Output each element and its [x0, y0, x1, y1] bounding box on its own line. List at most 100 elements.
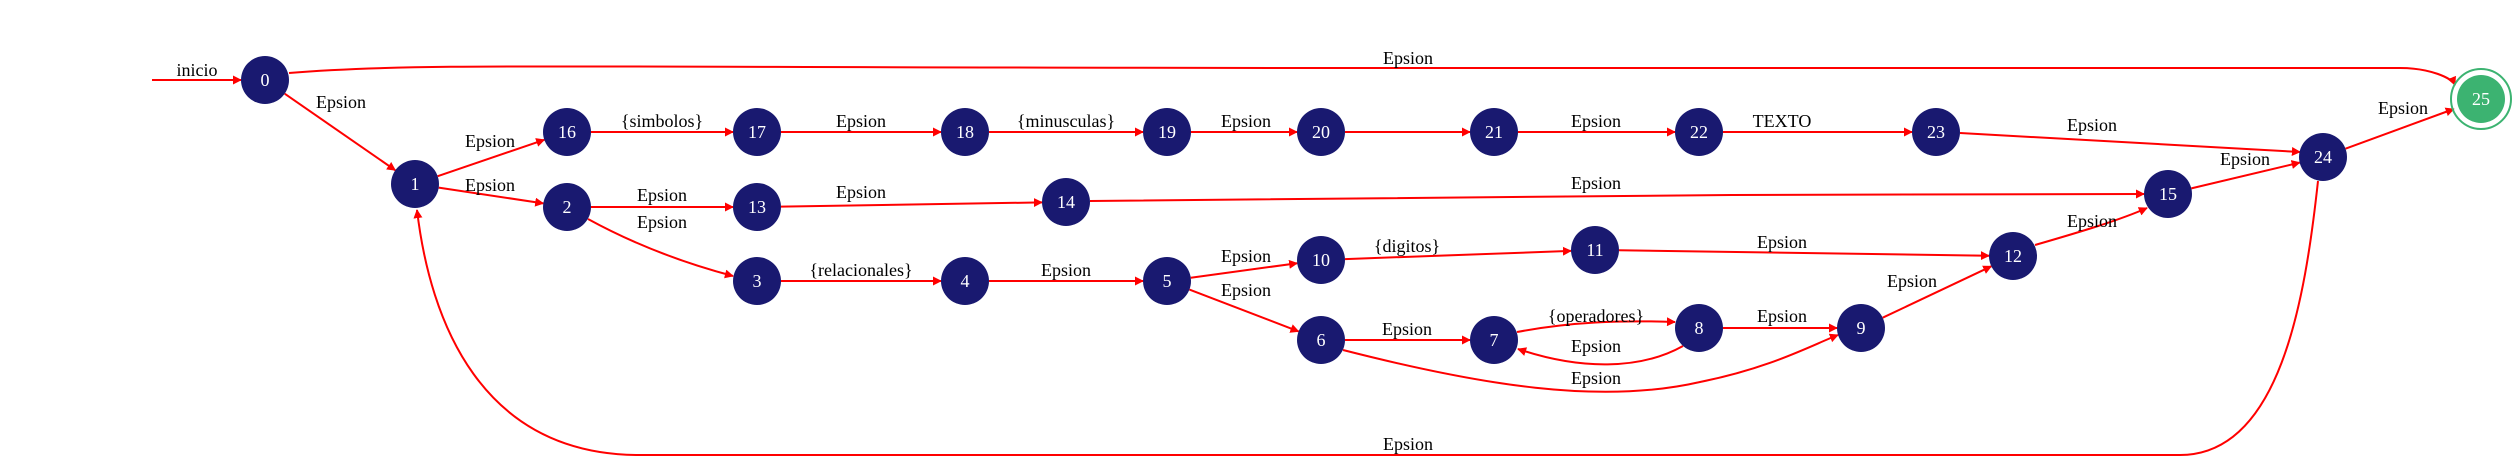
- edge-1-to-16: [437, 138, 546, 178]
- state-circle-3: [733, 257, 781, 305]
- state-circle-9: [1837, 304, 1885, 352]
- edge-label-21-to-22: Epsion: [1571, 111, 1621, 131]
- edge-label-13-to-14: Epsion: [836, 182, 886, 202]
- state-circle-6: [1297, 316, 1345, 364]
- state-label-2: 2: [563, 197, 572, 217]
- edge-label-0-to-25: Epsion: [1383, 48, 1433, 68]
- edge-8-to-7: [1517, 345, 1684, 366]
- state-label-3: 3: [753, 271, 762, 291]
- edge-label-15-to-24: Epsion: [2220, 149, 2270, 169]
- state-label-11: 11: [1586, 240, 1603, 260]
- state-circle-24: [2299, 133, 2347, 181]
- edge-label-7-to-8: {operadores}: [1548, 306, 1644, 326]
- state-label-25: 25: [2472, 89, 2490, 109]
- edge-label-9-to-12: Epsion: [1887, 271, 1937, 291]
- edge-label-18-to-19: {minusculas}: [1017, 111, 1115, 131]
- state-label-16: 16: [558, 122, 576, 142]
- edge-label-2-to-13: Epsion: [637, 185, 687, 205]
- state-4: 4: [941, 257, 989, 305]
- state-circle-5: [1143, 257, 1191, 305]
- edge-label-22-to-23: TEXTO: [1753, 111, 1812, 131]
- state-label-24: 24: [2314, 147, 2332, 167]
- state-circle-2: [543, 183, 591, 231]
- edge-label-16-to-17: {simbolos}: [621, 111, 703, 131]
- state-circle-11: [1571, 226, 1619, 274]
- state-label-22: 22: [1690, 122, 1708, 142]
- state-label-21: 21: [1485, 122, 1503, 142]
- state-circle-1: [391, 160, 439, 208]
- state-10: 10: [1297, 236, 1345, 284]
- state-22: 22: [1675, 108, 1723, 156]
- state-label-10: 10: [1312, 250, 1330, 270]
- state-21: 21: [1470, 108, 1518, 156]
- state-8: 8: [1675, 304, 1723, 352]
- state-circle-12: [1989, 232, 2037, 280]
- state-label-15: 15: [2159, 184, 2177, 204]
- state-label-12: 12: [2004, 246, 2022, 266]
- edge-0-to-25: [288, 65, 2456, 86]
- state-circle-8: [1675, 304, 1723, 352]
- state-6: 6: [1297, 316, 1345, 364]
- state-circle-16: [543, 108, 591, 156]
- state-14: 14: [1042, 178, 1090, 226]
- start-label: inicio: [177, 60, 218, 80]
- edge-label-0-to-1: Epsion: [316, 92, 366, 112]
- state-circle-19: [1143, 108, 1191, 156]
- edge-12-to-15: [2034, 207, 2148, 246]
- state-circle-13: [733, 183, 781, 231]
- state-19: 19: [1143, 108, 1191, 156]
- edge-0-to-1: [284, 92, 397, 172]
- state-label-9: 9: [1857, 318, 1866, 338]
- edge-5-to-10: [1190, 259, 1299, 279]
- state-circle-10: [1297, 236, 1345, 284]
- edge-label-17-to-18: Epsion: [836, 111, 886, 131]
- edge-label-24-to-1: Epsion: [1383, 434, 1433, 454]
- state-label-8: 8: [1695, 318, 1704, 338]
- edge-label-8-to-7: Epsion: [1571, 336, 1621, 356]
- edge-label-23-to-24: Epsion: [2067, 115, 2117, 135]
- edge-label-11-to-12: Epsion: [1757, 232, 1807, 252]
- state-circle-7: [1470, 316, 1518, 364]
- edge-2-to-3: [587, 218, 734, 279]
- state-label-17: 17: [748, 122, 766, 142]
- edge-label-5-to-6: Epsion: [1221, 280, 1271, 300]
- edge-9-to-12: [1882, 265, 1993, 319]
- state-7: 7: [1470, 316, 1518, 364]
- state-17: 17: [733, 108, 781, 156]
- edges: [284, 65, 2456, 456]
- edge-label-1-to-2: Epsion: [465, 175, 515, 195]
- state-2: 2: [543, 183, 591, 231]
- state-5: 5: [1143, 257, 1191, 305]
- state-label-6: 6: [1317, 330, 1326, 350]
- edge-label-2-to-3: Epsion: [637, 212, 687, 232]
- state-24: 24: [2299, 133, 2347, 181]
- edge-label-10-to-11: {digitos}: [1374, 236, 1440, 256]
- state-23: 23: [1912, 108, 1960, 156]
- edge-label-4-to-5: Epsion: [1041, 260, 1091, 280]
- state-label-19: 19: [1158, 122, 1176, 142]
- edge-14-to-15: [1089, 189, 2145, 202]
- edge-label-1-to-16: Epsion: [465, 131, 515, 151]
- state-label-5: 5: [1163, 271, 1172, 291]
- state-25: 25: [2450, 68, 2512, 130]
- edge-label-19-to-20: Epsion: [1221, 111, 1271, 131]
- state-12: 12: [1989, 232, 2037, 280]
- edge-1-to-2: [438, 186, 545, 207]
- state-circle-14: [1042, 178, 1090, 226]
- state-circle-20: [1297, 108, 1345, 156]
- edge-7-to-8: [1516, 317, 1676, 333]
- state-label-4: 4: [961, 271, 970, 291]
- state-1: 1: [391, 160, 439, 208]
- state-label-1: 1: [411, 174, 420, 194]
- state-label-14: 14: [1057, 192, 1075, 212]
- state-circle-4: [941, 257, 989, 305]
- state-circle-22: [1675, 108, 1723, 156]
- state-3: 3: [733, 257, 781, 305]
- start-arrow: inicio: [152, 60, 242, 85]
- edge-5-to-6: [1189, 288, 1300, 333]
- edge-11-to-12: [1618, 249, 1990, 261]
- state-label-18: 18: [956, 122, 974, 142]
- state-18: 18: [941, 108, 989, 156]
